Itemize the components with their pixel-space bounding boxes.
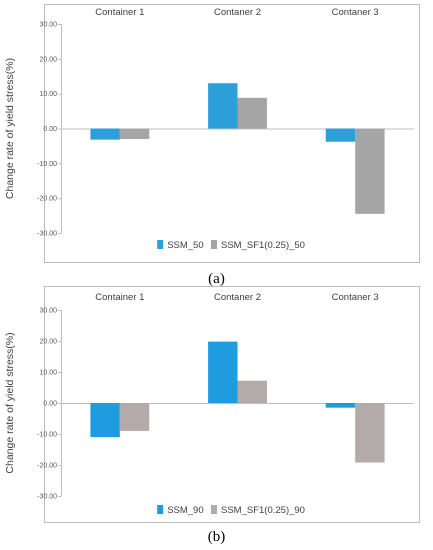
bar xyxy=(237,97,267,129)
bar xyxy=(355,128,385,214)
category-label: Container 1 xyxy=(95,7,144,18)
bar xyxy=(325,403,356,408)
y-tick-label: -30.00 xyxy=(37,231,57,238)
legend-label: SSM_SF1(0.25)_90 xyxy=(221,505,305,516)
bar xyxy=(355,403,385,463)
panel-caption: (b) xyxy=(208,529,226,545)
y-tick-label: -10.00 xyxy=(37,432,57,439)
category-label: Contaner 3 xyxy=(332,7,379,18)
legend-swatch xyxy=(157,505,164,514)
legend-label: SSM_SF1(0.25)_50 xyxy=(221,240,305,251)
bar xyxy=(208,83,238,129)
category-label: Contaner 3 xyxy=(332,292,379,303)
legend-swatch xyxy=(211,505,217,514)
bar xyxy=(208,341,238,403)
y-tick-label: -30.00 xyxy=(37,494,57,501)
y-tick-label: 10.00 xyxy=(39,91,57,98)
y-axis-label: Change rate of yield stress(%) xyxy=(4,332,16,473)
category-label: Container 1 xyxy=(95,292,144,303)
bar xyxy=(325,128,356,142)
panel-caption: (a) xyxy=(208,271,225,287)
y-tick-label: -20.00 xyxy=(37,196,57,203)
bar xyxy=(90,128,120,140)
bar xyxy=(237,380,267,403)
chart-panel-b: 30.00 20.00 10.00 0.00 -10.00 -20.00 -30.00 Con… xyxy=(4,286,420,545)
y-tick-label: 30.00 xyxy=(39,308,57,315)
bar xyxy=(90,403,120,438)
y-tick-label: 0.00 xyxy=(43,401,57,408)
legend-swatch xyxy=(157,240,164,249)
bar xyxy=(119,403,150,431)
legend-label: SSM_90 xyxy=(167,505,203,516)
legend: SSM_90 SSM_SF1(0.25)_90 xyxy=(157,505,305,516)
y-axis-label: Change rate of yield stress(%) xyxy=(4,58,16,199)
y-tick-label: 30.00 xyxy=(39,22,57,29)
legend: SSM_50 SSM_SF1(0.25)_50 xyxy=(157,240,305,251)
y-tick-label: 20.00 xyxy=(39,339,57,346)
legend-label: SSM_50 xyxy=(167,240,203,251)
y-tick-label: 20.00 xyxy=(39,56,57,63)
y-tick-label: -10.00 xyxy=(37,161,57,168)
legend-swatch xyxy=(211,240,217,249)
bar xyxy=(119,128,150,139)
category-label: Contaner 2 xyxy=(214,292,261,303)
y-tick-label: -20.00 xyxy=(37,463,57,470)
chart-panel-a: 30.00 20.00 10.00 0.00 -10.00 -20.00 -30.00 Con… xyxy=(4,4,420,287)
category-label: Contaner 2 xyxy=(214,7,261,18)
y-tick-label: 0.00 xyxy=(43,126,57,133)
y-tick-label: 10.00 xyxy=(39,370,57,377)
